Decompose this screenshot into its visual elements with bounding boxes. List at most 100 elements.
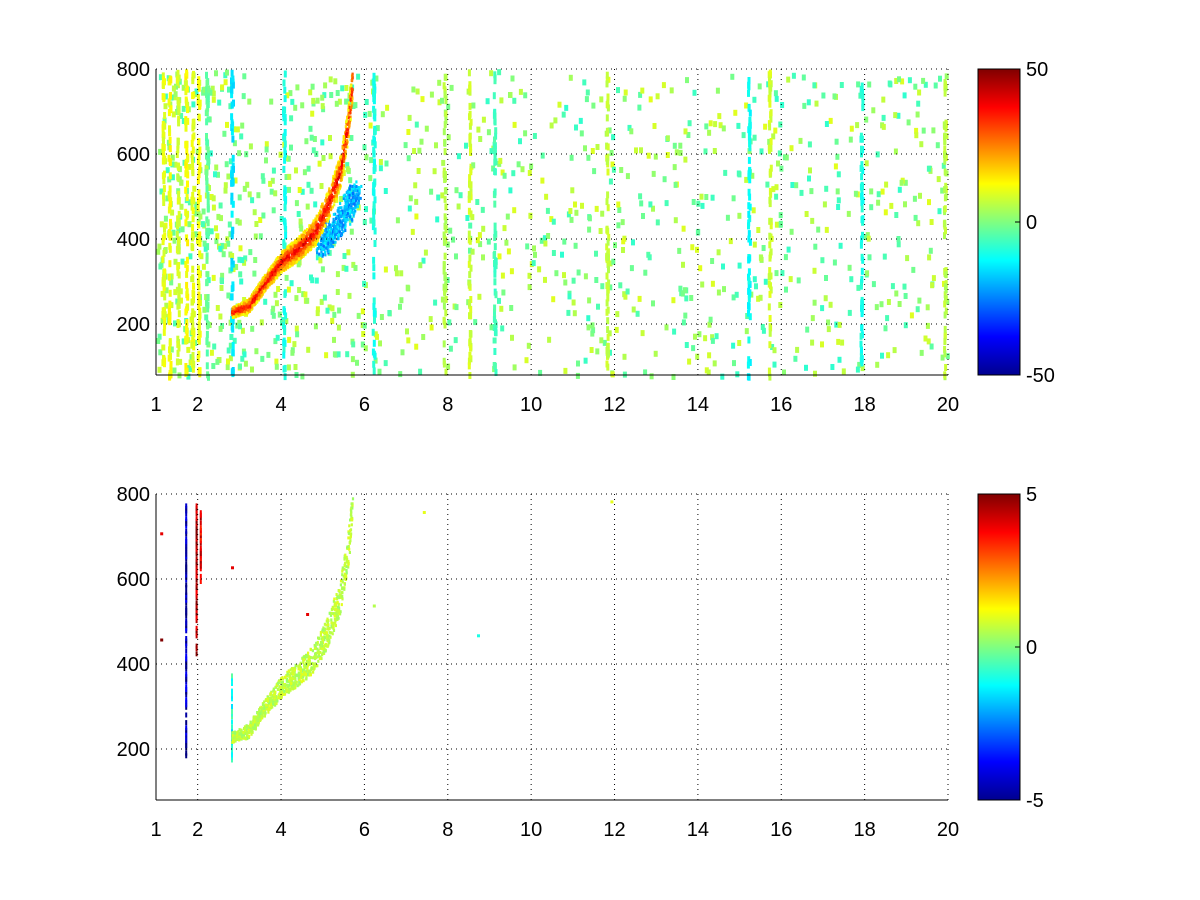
- heatmap-cell: [481, 116, 486, 123]
- heatmap-cell: [648, 201, 653, 208]
- negative-band-cell: [343, 193, 346, 197]
- heatmap-cell: [406, 155, 411, 162]
- column-cell: [372, 256, 376, 264]
- ridge-cell: [263, 285, 266, 289]
- negative-band-cell: [337, 233, 340, 237]
- column-cell: [283, 146, 287, 154]
- column-cell: [372, 150, 376, 158]
- ridge-cell: [297, 667, 300, 671]
- heatmap-cell: [540, 152, 545, 159]
- heatmap-cell: [414, 343, 419, 350]
- column-cell: [492, 92, 496, 100]
- negative-band-cell: [328, 241, 331, 245]
- ridge-cell: [290, 255, 293, 259]
- heatmap-cell: [893, 112, 898, 119]
- heatmap-cell: [398, 303, 402, 310]
- column-cell: [168, 289, 172, 297]
- heatmap-cell: [172, 237, 177, 244]
- heatmap-cell: [187, 221, 192, 228]
- heatmap-cell: [874, 304, 879, 311]
- ridge-cell: [336, 183, 339, 187]
- column-cell: [860, 145, 863, 153]
- ridge-cell: [315, 217, 318, 221]
- ridge-cell: [327, 201, 330, 205]
- ridge-cell: [337, 191, 340, 195]
- heatmap-cell: [864, 160, 869, 167]
- negative-band-cell: [355, 185, 358, 188]
- column-cell: [944, 271, 948, 279]
- ridge-cell: [237, 304, 240, 308]
- negative-band-cell: [346, 196, 349, 200]
- column-cell: [176, 319, 180, 326]
- heatmap-cell: [540, 177, 545, 184]
- ridge-cell: [312, 235, 315, 239]
- ridge-cell: [309, 229, 312, 233]
- heatmap-cell: [350, 356, 355, 363]
- negative-band-cell: [337, 206, 340, 210]
- ridge-cell: [267, 270, 270, 274]
- ridge-cell: [349, 89, 352, 93]
- ridge-cell: [339, 612, 342, 616]
- ridge-cell: [350, 91, 354, 95]
- ridge-cell: [337, 616, 340, 620]
- heatmap-cell: [900, 78, 905, 85]
- ridge-cell: [302, 234, 305, 238]
- heatmap-cell: [319, 298, 324, 305]
- negative-band-cell: [321, 247, 324, 251]
- ridge-cell: [248, 308, 251, 312]
- heatmap-cell: [165, 195, 170, 202]
- column-cell: [161, 359, 165, 367]
- column-cell: [494, 132, 498, 140]
- negative-band-cell: [334, 217, 338, 221]
- heatmap-cell: [896, 241, 901, 248]
- ridge-cell: [244, 307, 248, 311]
- column-cell: [184, 260, 188, 268]
- heatmap-cell: [617, 207, 622, 213]
- heatmap-cell: [786, 246, 791, 253]
- heatmap-cell: [334, 100, 339, 107]
- negative-band-cell: [349, 217, 352, 221]
- heatmap-cell: [640, 87, 645, 94]
- heatmap-cell: [399, 297, 404, 304]
- heatmap-cell: [413, 182, 418, 189]
- line-cell: [185, 732, 188, 738]
- heatmap-cell: [912, 195, 917, 202]
- column-cell: [860, 275, 864, 283]
- ridge-cell: [297, 237, 300, 241]
- ridge-cell: [326, 210, 329, 214]
- column-cell: [175, 358, 179, 366]
- line-cell: [231, 724, 233, 730]
- ridge-cell: [288, 261, 292, 265]
- heatmap-cell: [298, 218, 303, 225]
- line-cell: [185, 623, 188, 629]
- column-cell: [861, 256, 865, 264]
- line-cell: [195, 585, 198, 590]
- negative-band-cell: [344, 203, 347, 206]
- column-cell: [190, 341, 194, 349]
- ridge-cell: [306, 234, 309, 238]
- heatmap-cell: [655, 93, 660, 100]
- heatmap-cell: [194, 88, 199, 95]
- column-cell: [231, 81, 235, 89]
- heatmap-cell: [375, 333, 379, 340]
- heatmap-cell: [362, 219, 367, 226]
- column-cell: [748, 359, 752, 366]
- ridge-cell: [231, 313, 234, 317]
- ridge-cell: [335, 181, 338, 185]
- heatmap-cell: [362, 280, 367, 287]
- heatmap-cell: [336, 324, 341, 331]
- heatmap-cell: [648, 96, 653, 103]
- column-cell: [493, 117, 497, 125]
- heatmap-cell: [568, 208, 573, 214]
- heatmap-cell: [406, 285, 411, 292]
- heatmap-cell: [344, 98, 349, 105]
- heatmap-cell: [875, 151, 880, 158]
- heatmap-cell: [336, 351, 341, 358]
- heatmap-cell: [497, 297, 501, 304]
- heatmap-cell: [356, 312, 361, 319]
- heatmap-cell: [500, 272, 505, 279]
- negative-band-cell: [324, 222, 327, 226]
- line-cell: [195, 516, 198, 522]
- heatmap-cell: [342, 253, 347, 259]
- ridge-cell: [242, 313, 245, 316]
